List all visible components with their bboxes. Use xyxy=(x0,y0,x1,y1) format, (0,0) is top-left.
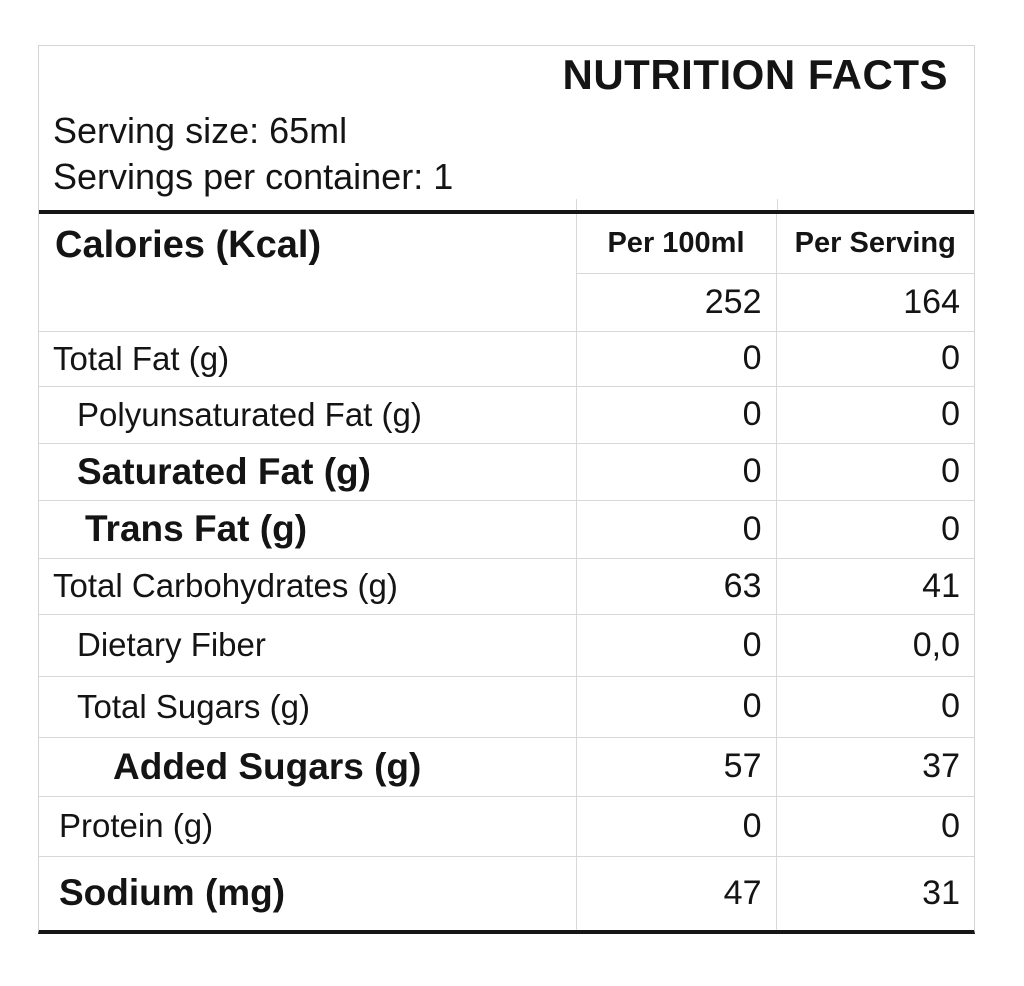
value-per-serving: 0 xyxy=(775,675,974,738)
value-per-100ml: 0 xyxy=(575,330,777,387)
value-per-100ml: 0 xyxy=(575,675,777,738)
value-per-serving: 0 xyxy=(775,499,974,559)
value-per-100ml: 57 xyxy=(575,736,777,797)
table-row: Trans Fat (g) 0 0 xyxy=(39,499,974,559)
grid-stub-divider xyxy=(576,199,577,210)
value-per-serving: 0 xyxy=(775,385,974,444)
calories-value-per-100ml: 252 xyxy=(576,272,777,332)
nutrition-table: Calories (Kcal) Per 100ml Per Serving 25… xyxy=(39,214,974,930)
value-per-100ml: 0 xyxy=(575,385,777,444)
value-per-serving: 0 xyxy=(775,442,974,501)
thick-divider-rule xyxy=(39,210,974,214)
table-row: Total Sugars (g) 0 0 xyxy=(39,675,974,738)
row-label: Sodium (mg) xyxy=(39,855,577,930)
value-per-100ml: 47 xyxy=(575,855,777,930)
table-row: Protein (g) 0 0 xyxy=(39,795,974,857)
value-per-serving: 37 xyxy=(775,736,974,797)
row-label: Dietary Fiber xyxy=(39,613,577,677)
grid-stub-divider xyxy=(777,199,778,210)
table-row: Dietary Fiber 0 0,0 xyxy=(39,613,974,677)
value-per-serving: 41 xyxy=(775,557,974,615)
column-header-per-100ml: Per 100ml xyxy=(575,214,777,274)
table-row: Total Carbohydrates (g) 63 41 xyxy=(39,557,974,615)
value-per-serving: 31 xyxy=(775,855,974,930)
value-per-100ml: 0 xyxy=(575,499,777,559)
servings-per-container-text: Servings per container: 1 xyxy=(53,156,454,197)
nutrition-facts-card: NUTRITION FACTS Serving size: 65ml Servi… xyxy=(38,45,975,934)
row-label: Polyunsaturated Fat (g) xyxy=(39,385,577,444)
table-row: Saturated Fat (g) 0 0 xyxy=(39,442,974,501)
row-label: Saturated Fat (g) xyxy=(39,442,577,501)
row-label: Total Sugars (g) xyxy=(39,675,577,738)
row-label-calories: Calories (Kcal) xyxy=(39,214,577,332)
column-header-per-serving: Per Serving xyxy=(775,214,974,274)
row-label: Protein (g) xyxy=(39,795,577,857)
table-row: Added Sugars (g) 57 37 xyxy=(39,736,974,797)
value-per-100ml: 0 xyxy=(575,442,777,501)
row-label: Total Fat (g) xyxy=(39,330,577,387)
row-label: Trans Fat (g) xyxy=(39,499,577,559)
calories-values-row: 252 164 xyxy=(39,272,974,332)
table-row: Sodium (mg) 47 31 xyxy=(39,855,974,930)
row-label: Added Sugars (g) xyxy=(39,736,577,797)
value-per-100ml: 63 xyxy=(575,557,777,615)
value-per-serving: 0 xyxy=(775,795,974,857)
value-per-serving: 0 xyxy=(775,330,974,387)
page-title: NUTRITION FACTS xyxy=(562,51,948,98)
value-per-100ml: 0 xyxy=(575,795,777,857)
table-row: Polyunsaturated Fat (g) 0 0 xyxy=(39,385,974,444)
table-row: Total Fat (g) 0 0 xyxy=(39,330,974,387)
value-per-100ml: 0 xyxy=(575,613,777,677)
row-label: Total Carbohydrates (g) xyxy=(39,557,577,615)
label-header: NUTRITION FACTS Serving size: 65ml Servi… xyxy=(39,46,974,210)
calories-header-row: Calories (Kcal) Per 100ml Per Serving xyxy=(39,214,974,332)
value-per-serving: 0,0 xyxy=(775,613,974,677)
calories-value-per-serving: 164 xyxy=(775,272,974,332)
serving-size-text: Serving size: 65ml xyxy=(53,110,348,151)
